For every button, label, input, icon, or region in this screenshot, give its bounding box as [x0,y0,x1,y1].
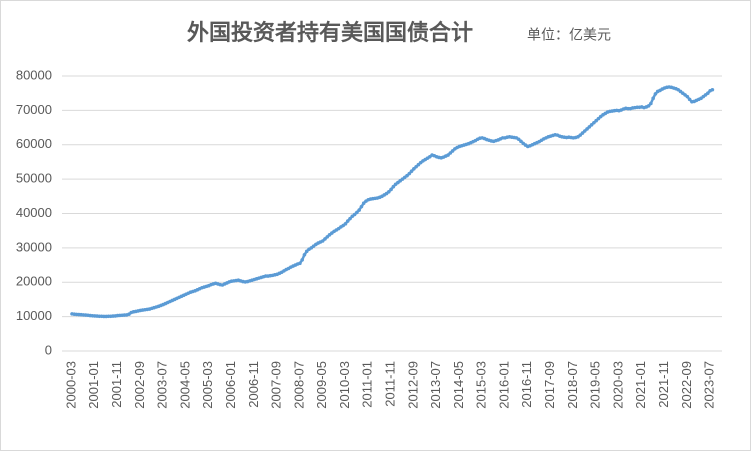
data-point [446,153,450,157]
data-point [345,219,350,223]
y-tick-label: 40000 [16,205,52,220]
data-point [596,116,601,121]
data-point [448,151,453,155]
data-point [706,91,710,95]
data-point [323,237,327,241]
data-point [391,184,396,189]
data-point [409,169,414,174]
x-tick-label: 2006-01 [223,361,238,409]
x-tick-label: 2008-07 [291,361,306,409]
x-tick-label: 2011-01 [360,361,375,408]
data-point [412,167,416,171]
data-point [405,173,409,178]
data-point [416,162,421,167]
x-tick-label: 2000-03 [63,361,78,409]
x-tick-label: 2021-01 [633,361,648,409]
data-point [348,216,352,221]
data-point [646,104,651,108]
x-tick-label: 2002-09 [132,361,147,409]
x-tick-label: 2004-05 [177,361,192,409]
data-point [587,125,592,129]
x-tick-label: 2015-03 [474,361,489,409]
data-point [589,123,594,127]
data-point [450,149,455,153]
x-tick-label: 2020-03 [610,361,625,409]
data-point [687,97,692,102]
x-tick-label: 2001-01 [86,361,101,409]
data-point [414,164,418,169]
data-point [300,258,304,262]
data-point [519,139,523,144]
data-point [649,101,653,106]
x-tick-label: 2017-09 [542,361,557,409]
x-tick-label: 2019-05 [588,361,603,409]
y-tick-label: 0 [45,342,52,357]
data-point [710,87,715,92]
x-tick-label: 2010-03 [337,361,352,409]
x-tick-label: 2023-07 [702,361,717,409]
data-point [651,96,655,101]
data-point [580,131,585,135]
x-tick-label: 2005-03 [200,361,215,409]
x-tick-label: 2016-11 [519,361,534,408]
data-point [407,171,412,176]
data-point [355,210,359,215]
data-point [320,239,325,243]
x-tick-label: 2012-09 [405,361,420,409]
y-tick-label: 50000 [16,171,52,186]
x-tick-label: 2001-11 [109,361,124,408]
y-tick-label: 70000 [16,102,52,117]
data-point [389,187,393,192]
y-tick-label: 60000 [16,136,52,151]
data-point [578,133,583,137]
x-tick-label: 2007-09 [269,361,284,409]
y-tick-label: 30000 [16,239,52,254]
data-point [653,92,658,96]
data-point [516,137,521,142]
x-tick-label: 2021-11 [656,361,671,408]
x-tick-label: 2011-11 [382,361,397,407]
data-point [359,204,364,209]
x-tick-label: 2013-07 [428,361,443,409]
data-point [594,118,598,123]
data-point [585,127,589,131]
x-tick-label: 2018-07 [565,361,580,409]
data-point [685,94,690,99]
y-tick-label: 20000 [16,274,52,289]
data-point [386,190,391,194]
data-point [357,208,361,212]
data-point [343,222,348,226]
x-tick-label: 2022-09 [679,361,694,409]
data-point [298,261,302,266]
data-point [325,235,330,239]
x-tick-label: 2014-05 [451,361,466,409]
data-point [582,129,587,133]
x-tick-label: 2006-11 [246,361,261,408]
data-point [592,120,596,125]
data-point [361,201,366,205]
x-tick-label: 2016-01 [496,361,511,409]
y-tick-label: 10000 [16,308,52,323]
data-point [352,212,357,217]
chart-title: 外国投资者持有美国国债合计 [187,20,473,45]
data-point [302,252,307,257]
x-tick-label: 2003-07 [155,361,170,409]
x-tick-label: 2009-05 [314,361,329,409]
data-point [304,249,309,254]
y-tick-label: 80000 [16,67,52,82]
chart-subtitle: 单位：亿美元 [527,27,611,43]
